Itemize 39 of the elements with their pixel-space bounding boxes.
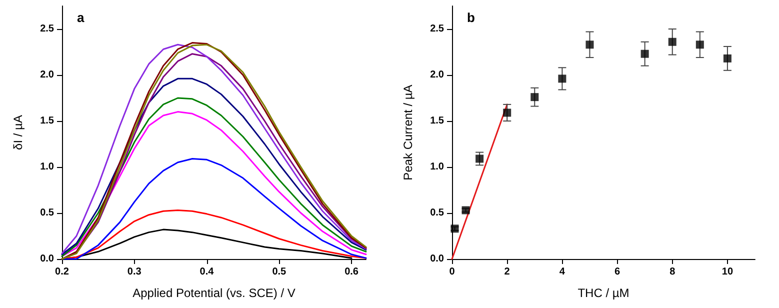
y-tick-label: 1.0 xyxy=(40,162,54,172)
x-tick-label: 0.6 xyxy=(344,266,359,278)
point xyxy=(668,38,676,46)
x-tick-label: 2 xyxy=(504,266,510,278)
x-tick-label: 0.3 xyxy=(127,266,142,278)
y-tick-label: 1.0 xyxy=(430,162,444,172)
y-axis-title: δI / µA xyxy=(11,115,25,150)
y-tick-label: 2.5 xyxy=(430,24,444,34)
y-tick-label: 2.0 xyxy=(40,70,54,80)
point xyxy=(722,54,731,62)
point xyxy=(640,50,648,58)
x-tick-label: 8 xyxy=(669,266,676,278)
y-tick-label: 1.5 xyxy=(430,116,444,126)
x-tick-label: 0.4 xyxy=(200,266,214,278)
point xyxy=(530,93,538,102)
point xyxy=(585,40,594,49)
y-tick-label: 2.0 xyxy=(430,70,444,80)
y-axis-title: Peak Current / µA xyxy=(400,84,414,180)
y-tick-label: 0.5 xyxy=(430,208,444,218)
x-tick-label: 6 xyxy=(614,266,620,278)
point xyxy=(558,74,566,83)
chart-title: a xyxy=(77,10,85,25)
point xyxy=(450,224,458,233)
x-tick-label: 4 xyxy=(558,266,565,278)
x-tick-label: 10 xyxy=(721,266,733,278)
x-axis-title: Applied Potential (vs. SCE) / V xyxy=(132,286,296,300)
x-tick-label: 0.2 xyxy=(55,266,70,278)
point xyxy=(475,154,484,163)
chart-title: b xyxy=(466,10,474,25)
y-tick-label: 0.0 xyxy=(40,254,54,264)
y-tick-label: 0.0 xyxy=(430,254,444,264)
x-tick-label: 0.5 xyxy=(272,266,287,278)
y-tick-label: 2.5 xyxy=(40,24,54,34)
x-tick-label: 0 xyxy=(448,266,455,278)
y-tick-label: 0.5 xyxy=(40,208,54,218)
x-axis-title: THC / µM xyxy=(577,286,629,300)
point xyxy=(695,40,704,49)
y-tick-label: 1.5 xyxy=(40,116,54,126)
point xyxy=(502,108,511,117)
